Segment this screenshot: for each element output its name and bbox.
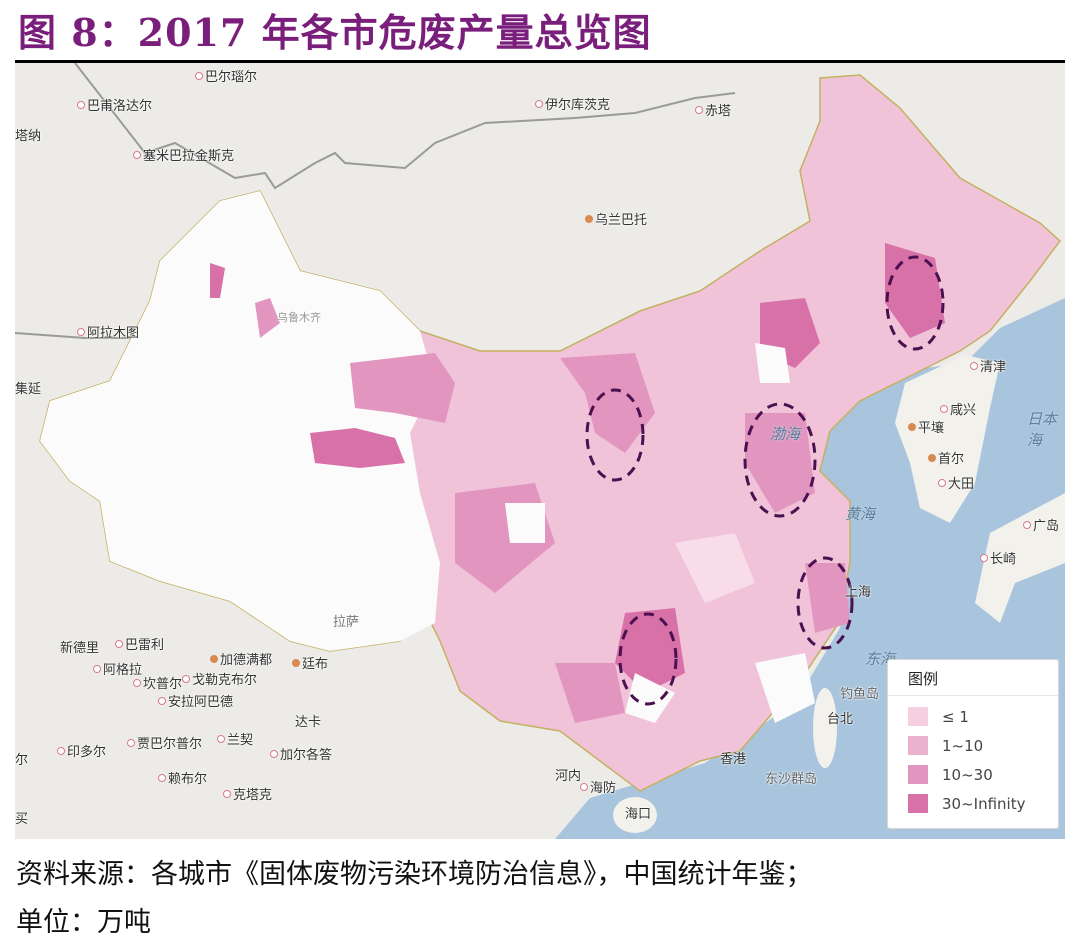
- unit-note: 单位：万吨: [16, 907, 151, 938]
- city-label: 达卡: [295, 715, 322, 730]
- city-label: 印多尔: [57, 741, 106, 760]
- legend-swatch: [908, 707, 928, 726]
- city-label: 廷布: [292, 653, 328, 672]
- city-label: 香港: [720, 752, 747, 767]
- city-label: 伊尔库茨克: [535, 94, 610, 113]
- map-legend: 图例 ≤ 1 1~10 10~30 30~Infinity: [887, 659, 1059, 829]
- city-label: 塔纳: [15, 129, 42, 144]
- city-label: 克塔克: [223, 784, 272, 803]
- legend-label: 30~Infinity: [942, 794, 1026, 813]
- city-label: 坎普尔: [133, 673, 182, 692]
- city-label: 巴雷利: [115, 634, 164, 653]
- hazardous-waste-map[interactable]: 巴尔瑙尔 巴甫洛达尔 伊尔库茨克 赤塔 塔纳 塞米巴拉金斯克 乌兰巴托 阿拉木图…: [15, 63, 1065, 839]
- city-label: 清津: [970, 356, 1006, 375]
- island-label: 东沙群岛: [765, 772, 818, 787]
- legend-label: 10~30: [942, 765, 993, 784]
- city-label: 河内: [555, 769, 582, 784]
- city-label: 集延: [15, 382, 42, 397]
- city-label: 乌兰巴托: [585, 209, 647, 228]
- highlight-yangtze-delta: [796, 556, 854, 650]
- title-rule: [15, 60, 1065, 63]
- sea-label: 黄海: [845, 505, 876, 523]
- city-label: 拉萨: [333, 615, 360, 630]
- city-label: 乌鲁木齐: [277, 311, 321, 324]
- city-label: 海防: [580, 777, 616, 796]
- city-label: 阿拉木图: [77, 322, 139, 341]
- city-label: 新德里: [60, 641, 100, 656]
- legend-swatch: [908, 794, 928, 813]
- city-label: 台北: [827, 712, 854, 727]
- source-note: 资料来源：各城市《固体废物污染环境防治信息》，中国统计年鉴；: [16, 859, 813, 890]
- highlight-hunan: [618, 612, 678, 706]
- highlight-northeast: [885, 255, 945, 351]
- city-label: 加尔各答: [270, 744, 332, 763]
- city-label: 兰契: [217, 729, 253, 748]
- city-label: 尔: [15, 753, 29, 768]
- city-label: 安拉阿巴德: [158, 691, 233, 710]
- legend-item[interactable]: 30~Infinity: [888, 789, 1058, 818]
- highlight-ordos: [585, 388, 645, 482]
- city-label: 赤塔: [695, 100, 731, 119]
- city-label: 上海: [845, 585, 872, 600]
- city-label: 巴甫洛达尔: [77, 95, 152, 114]
- highlight-ellipses: [585, 255, 945, 706]
- city-label: 广岛: [1023, 515, 1059, 534]
- legend-label: ≤ 1: [942, 707, 969, 726]
- city-label: 长崎: [980, 548, 1016, 567]
- city-label: 赖布尔: [158, 768, 207, 787]
- legend-swatch: [908, 765, 928, 784]
- city-label: 大田: [938, 473, 974, 492]
- legend-item[interactable]: 10~30: [888, 760, 1058, 789]
- japan: [975, 493, 1065, 623]
- xinjiang-tibet-region: [40, 191, 440, 651]
- city-label: 阿格拉: [93, 659, 142, 678]
- taiwan: [813, 688, 837, 768]
- city-label: 戈勒克布尔: [182, 669, 257, 688]
- korean-peninsula: [895, 355, 1000, 523]
- legend-item[interactable]: ≤ 1: [888, 702, 1058, 731]
- sea-label: 渤海: [770, 425, 801, 443]
- island-label: 钓鱼岛: [840, 687, 880, 702]
- legend-item[interactable]: 1~10: [888, 731, 1058, 760]
- city-label: 咸兴: [940, 399, 976, 418]
- hainan: [613, 797, 657, 833]
- figure-title: 图 8：2017 年各市危废产量总览图: [18, 10, 652, 55]
- legend-label: 1~10: [942, 736, 984, 755]
- city-label: 买: [15, 812, 29, 827]
- city-label: 贾巴尔普尔: [127, 733, 202, 752]
- city-label: 海口: [625, 807, 652, 822]
- legend-title: 图例: [888, 660, 1058, 696]
- city-label: 巴尔瑙尔: [195, 66, 257, 85]
- legend-swatch: [908, 736, 928, 755]
- city-label: 首尔: [928, 448, 964, 467]
- city-label: 塞米巴拉金斯克: [133, 145, 234, 164]
- highlight-shandong: [743, 402, 817, 518]
- city-label: 平壤: [908, 417, 944, 436]
- city-label: 加德满都: [210, 649, 272, 668]
- sea-label: 日本海: [1027, 410, 1058, 449]
